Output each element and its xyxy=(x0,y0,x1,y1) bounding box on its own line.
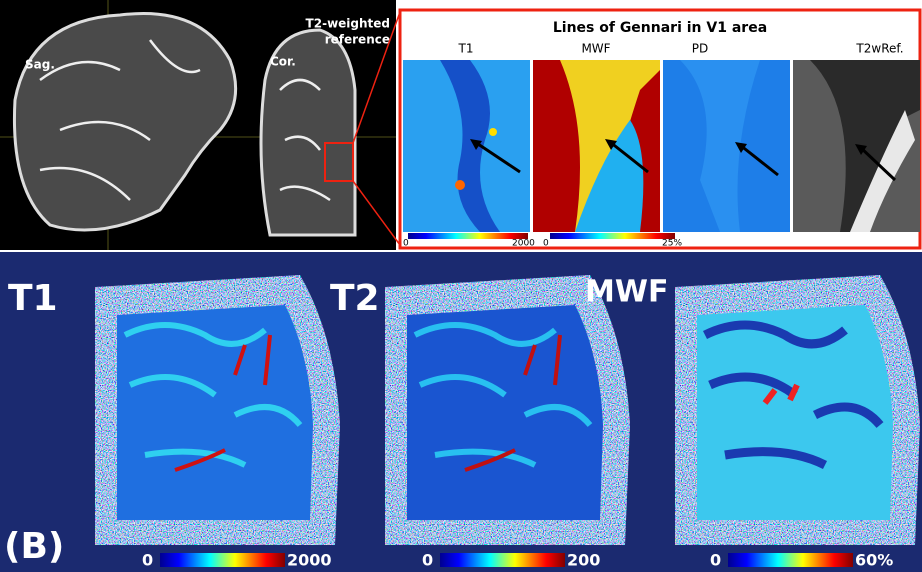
inset-map xyxy=(533,60,660,232)
map-label: MWF xyxy=(581,42,610,56)
colorbar-max: 200 xyxy=(567,551,600,570)
figure: Sag. Cor. T2-weighted reference Lines of… xyxy=(0,0,922,572)
map-label: T2 xyxy=(330,278,380,319)
colorbar xyxy=(160,553,285,567)
reference-label: reference xyxy=(325,33,390,47)
colorbar-max: 2000 xyxy=(512,239,535,249)
colorbar xyxy=(728,553,853,567)
inset-map xyxy=(663,60,790,232)
inset-map xyxy=(403,60,530,232)
colorbar xyxy=(440,553,565,567)
mwf-map xyxy=(675,275,920,545)
inset-title: Lines of Gennari in V1 area xyxy=(553,20,767,36)
map-label: T1 xyxy=(8,278,58,319)
map-label: T1 xyxy=(458,42,474,56)
colorbar xyxy=(550,233,675,239)
colorbar-min: 0 xyxy=(422,551,433,570)
map-label: MWF xyxy=(585,275,668,310)
colorbar xyxy=(408,233,528,239)
reference-label: T2-weighted xyxy=(306,17,390,31)
t1-map xyxy=(95,275,340,545)
colorbar-min: 0 xyxy=(403,239,409,249)
colorbar-max: 2000 xyxy=(287,551,332,570)
sagittal-label: Sag. xyxy=(25,58,55,72)
colorbar-min: 0 xyxy=(710,551,721,570)
map-label: PD xyxy=(692,42,708,56)
colorbar-max: 25% xyxy=(662,239,682,249)
colorbar-max: 60% xyxy=(855,551,893,570)
colorbar-min: 0 xyxy=(142,551,153,570)
panel-label: (B) xyxy=(4,526,64,567)
colorbar-min: 0 xyxy=(543,239,549,249)
map-label: T2wRef. xyxy=(855,42,903,56)
coronal-label: Cor. xyxy=(270,55,296,69)
t2-map xyxy=(385,275,630,545)
